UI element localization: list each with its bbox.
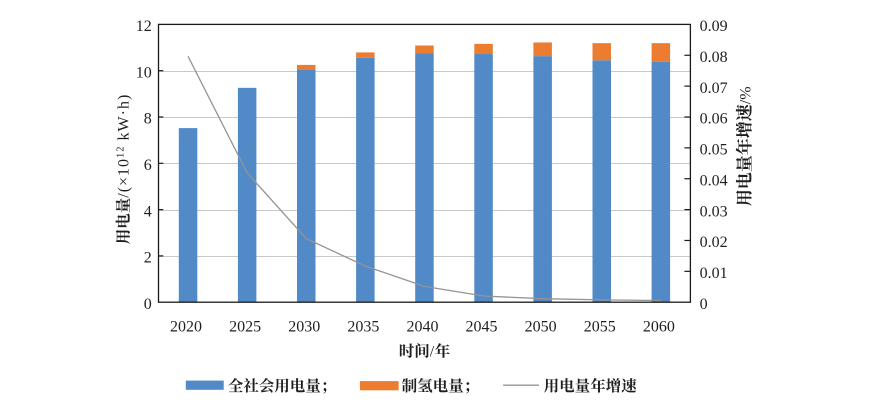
svg-text:0.07: 0.07: [700, 80, 728, 97]
svg-text:2055: 2055: [584, 318, 616, 335]
svg-text:2050: 2050: [525, 318, 557, 335]
svg-text:0.09: 0.09: [700, 18, 728, 35]
svg-text:/%: /%: [737, 86, 754, 104]
svg-text:0.05: 0.05: [700, 142, 728, 159]
svg-text:2060: 2060: [643, 318, 675, 335]
svg-text:0.08: 0.08: [700, 49, 728, 66]
svg-text:2020: 2020: [170, 318, 202, 335]
svg-text:0: 0: [144, 296, 152, 313]
svg-text:0.03: 0.03: [700, 203, 728, 220]
svg-text:0.04: 0.04: [700, 172, 728, 189]
svg-text:/: /: [430, 344, 435, 361]
svg-text:/(×1012 kW·h): /(×1012 kW·h): [116, 94, 133, 198]
svg-text:2045: 2045: [466, 318, 498, 335]
svg-text:6: 6: [144, 157, 152, 174]
svg-text:4: 4: [144, 203, 152, 220]
svg-text:2040: 2040: [406, 318, 438, 335]
svg-text:2: 2: [144, 250, 152, 267]
svg-text:10: 10: [136, 64, 152, 81]
svg-text:0.02: 0.02: [700, 234, 728, 251]
svg-text:2025: 2025: [229, 318, 261, 335]
svg-text:12: 12: [136, 18, 152, 35]
svg-text:0.01: 0.01: [700, 265, 728, 282]
svg-text:0.06: 0.06: [700, 111, 728, 128]
svg-text:2030: 2030: [288, 318, 320, 335]
svg-text:0: 0: [700, 296, 708, 313]
svg-text:2035: 2035: [347, 318, 379, 335]
svg-text:8: 8: [144, 111, 152, 128]
